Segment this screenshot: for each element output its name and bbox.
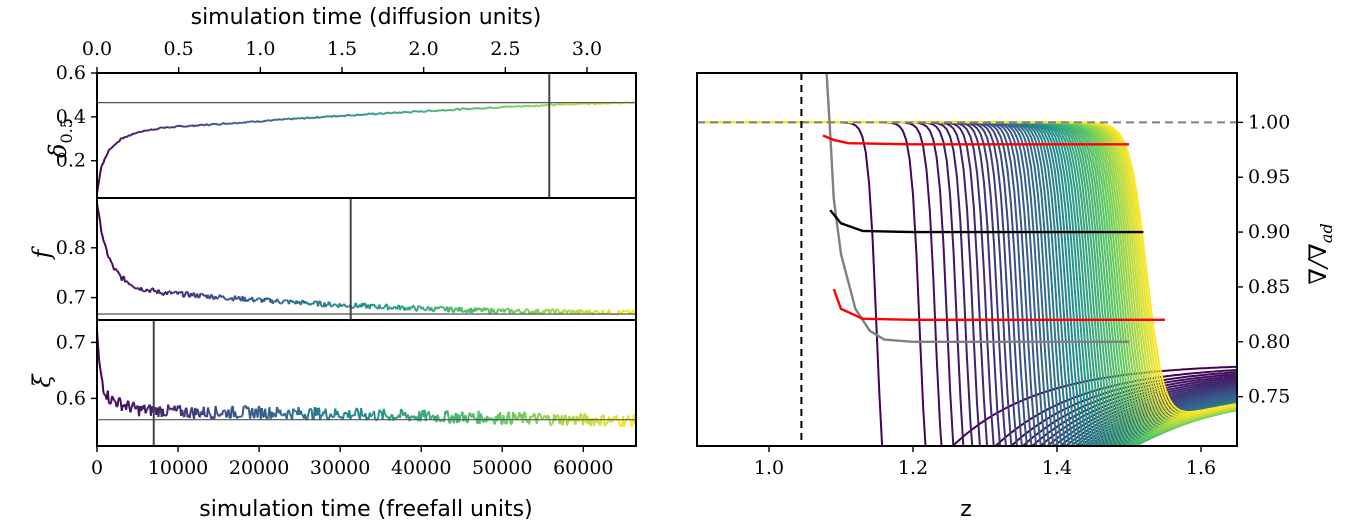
- x-tick-label: 30000: [310, 457, 370, 479]
- top-x-tick-label: 2.0: [409, 38, 439, 60]
- profile-line: [697, 121, 1237, 446]
- profile-line: [697, 121, 1237, 446]
- y-tick-label: 1.00: [1248, 111, 1290, 133]
- top-x-tick-label: 3.0: [572, 38, 602, 60]
- panel-delta: 0.2 0.4 0.60.0 0.5 1.0 1.5 2.0 2.5 3.0: [56, 38, 637, 199]
- x-tick-label: 1.6: [1186, 457, 1216, 479]
- profile-line: [697, 121, 1237, 446]
- y-tick-label: 0.7: [56, 331, 86, 353]
- profile-line: [697, 121, 1237, 446]
- y-tick-label: 0.80: [1248, 331, 1290, 353]
- y-tick-label: 0.7: [56, 287, 86, 309]
- bottom-x-axis-label: simulation time (freefall units): [199, 497, 532, 522]
- y-tick-label: 0.6: [56, 62, 86, 84]
- profile-line: [697, 121, 1237, 446]
- x-tick-label: 20000: [229, 457, 289, 479]
- x-tick-label: 1.4: [1042, 457, 1072, 479]
- x-tick-label: 50000: [472, 457, 532, 479]
- y-tick-label: 0.6: [56, 387, 86, 409]
- y-tick-label: 0.2: [56, 150, 86, 172]
- top-x-tick-label: 0.0: [82, 38, 112, 60]
- x-tick-label: 1.2: [898, 457, 928, 479]
- top-x-tick-label: 0.5: [164, 38, 194, 60]
- top-x-tick-label: 1.5: [327, 38, 357, 60]
- y-tick-label: 0.90: [1248, 221, 1290, 243]
- initial-profile-line: [825, 73, 1129, 343]
- panel-frame: [96, 72, 637, 199]
- panel-xi: 0.6 0.7 0 10000 20000 30000 40000 50000 60000: [56, 319, 637, 479]
- marker-line: [832, 288, 1165, 322]
- profile-line: [697, 121, 1237, 414]
- profile-line: [697, 121, 1237, 446]
- top-x-tick-label: 1.0: [245, 38, 275, 60]
- marker-line: [829, 209, 1144, 234]
- profile-line: [697, 121, 1237, 446]
- y-tick-label: 0.95: [1248, 166, 1290, 188]
- x-tick-label: 1.0: [754, 457, 784, 479]
- delta-y-axis-label: δ0.5: [44, 118, 76, 158]
- gradient-y-axis-label: ∇/∇ad: [1304, 223, 1336, 284]
- panel-frame: [96, 319, 637, 447]
- x-tick-label: 0: [91, 457, 103, 479]
- y-tick-label: 0.75: [1248, 386, 1290, 408]
- y-tick-label: 0.4: [56, 106, 86, 128]
- profile-family: [697, 121, 1237, 446]
- top-x-axis-label: simulation time (diffusion units): [191, 5, 542, 30]
- profile-line: [697, 121, 1237, 427]
- y-tick-label: 0.85: [1248, 276, 1290, 298]
- xi-y-axis-label: ξ: [28, 373, 56, 388]
- y-tick-label: 0.8: [56, 237, 86, 259]
- panel-gradient-profiles: 1.0 1.2 1.4 1.6 0.75 0.80 0.85 0.90 0.95 1.00: [696, 72, 1290, 479]
- profile-line: [697, 121, 1237, 446]
- x-tick-label: 40000: [391, 457, 451, 479]
- profile-line: [697, 121, 1237, 446]
- top-x-tick-label: 2.5: [490, 38, 520, 60]
- panel-frame: [696, 72, 1238, 447]
- profile-line: [697, 121, 1237, 446]
- panel-frame: [96, 197, 637, 321]
- x-tick-label: 10000: [148, 457, 208, 479]
- x-tick-label: 60000: [553, 457, 613, 479]
- panel-f: 0.7 0.8: [56, 197, 637, 321]
- marker-line: [822, 134, 1129, 146]
- z-axis-label: z: [960, 497, 972, 522]
- f-y-axis-label: f: [28, 245, 56, 260]
